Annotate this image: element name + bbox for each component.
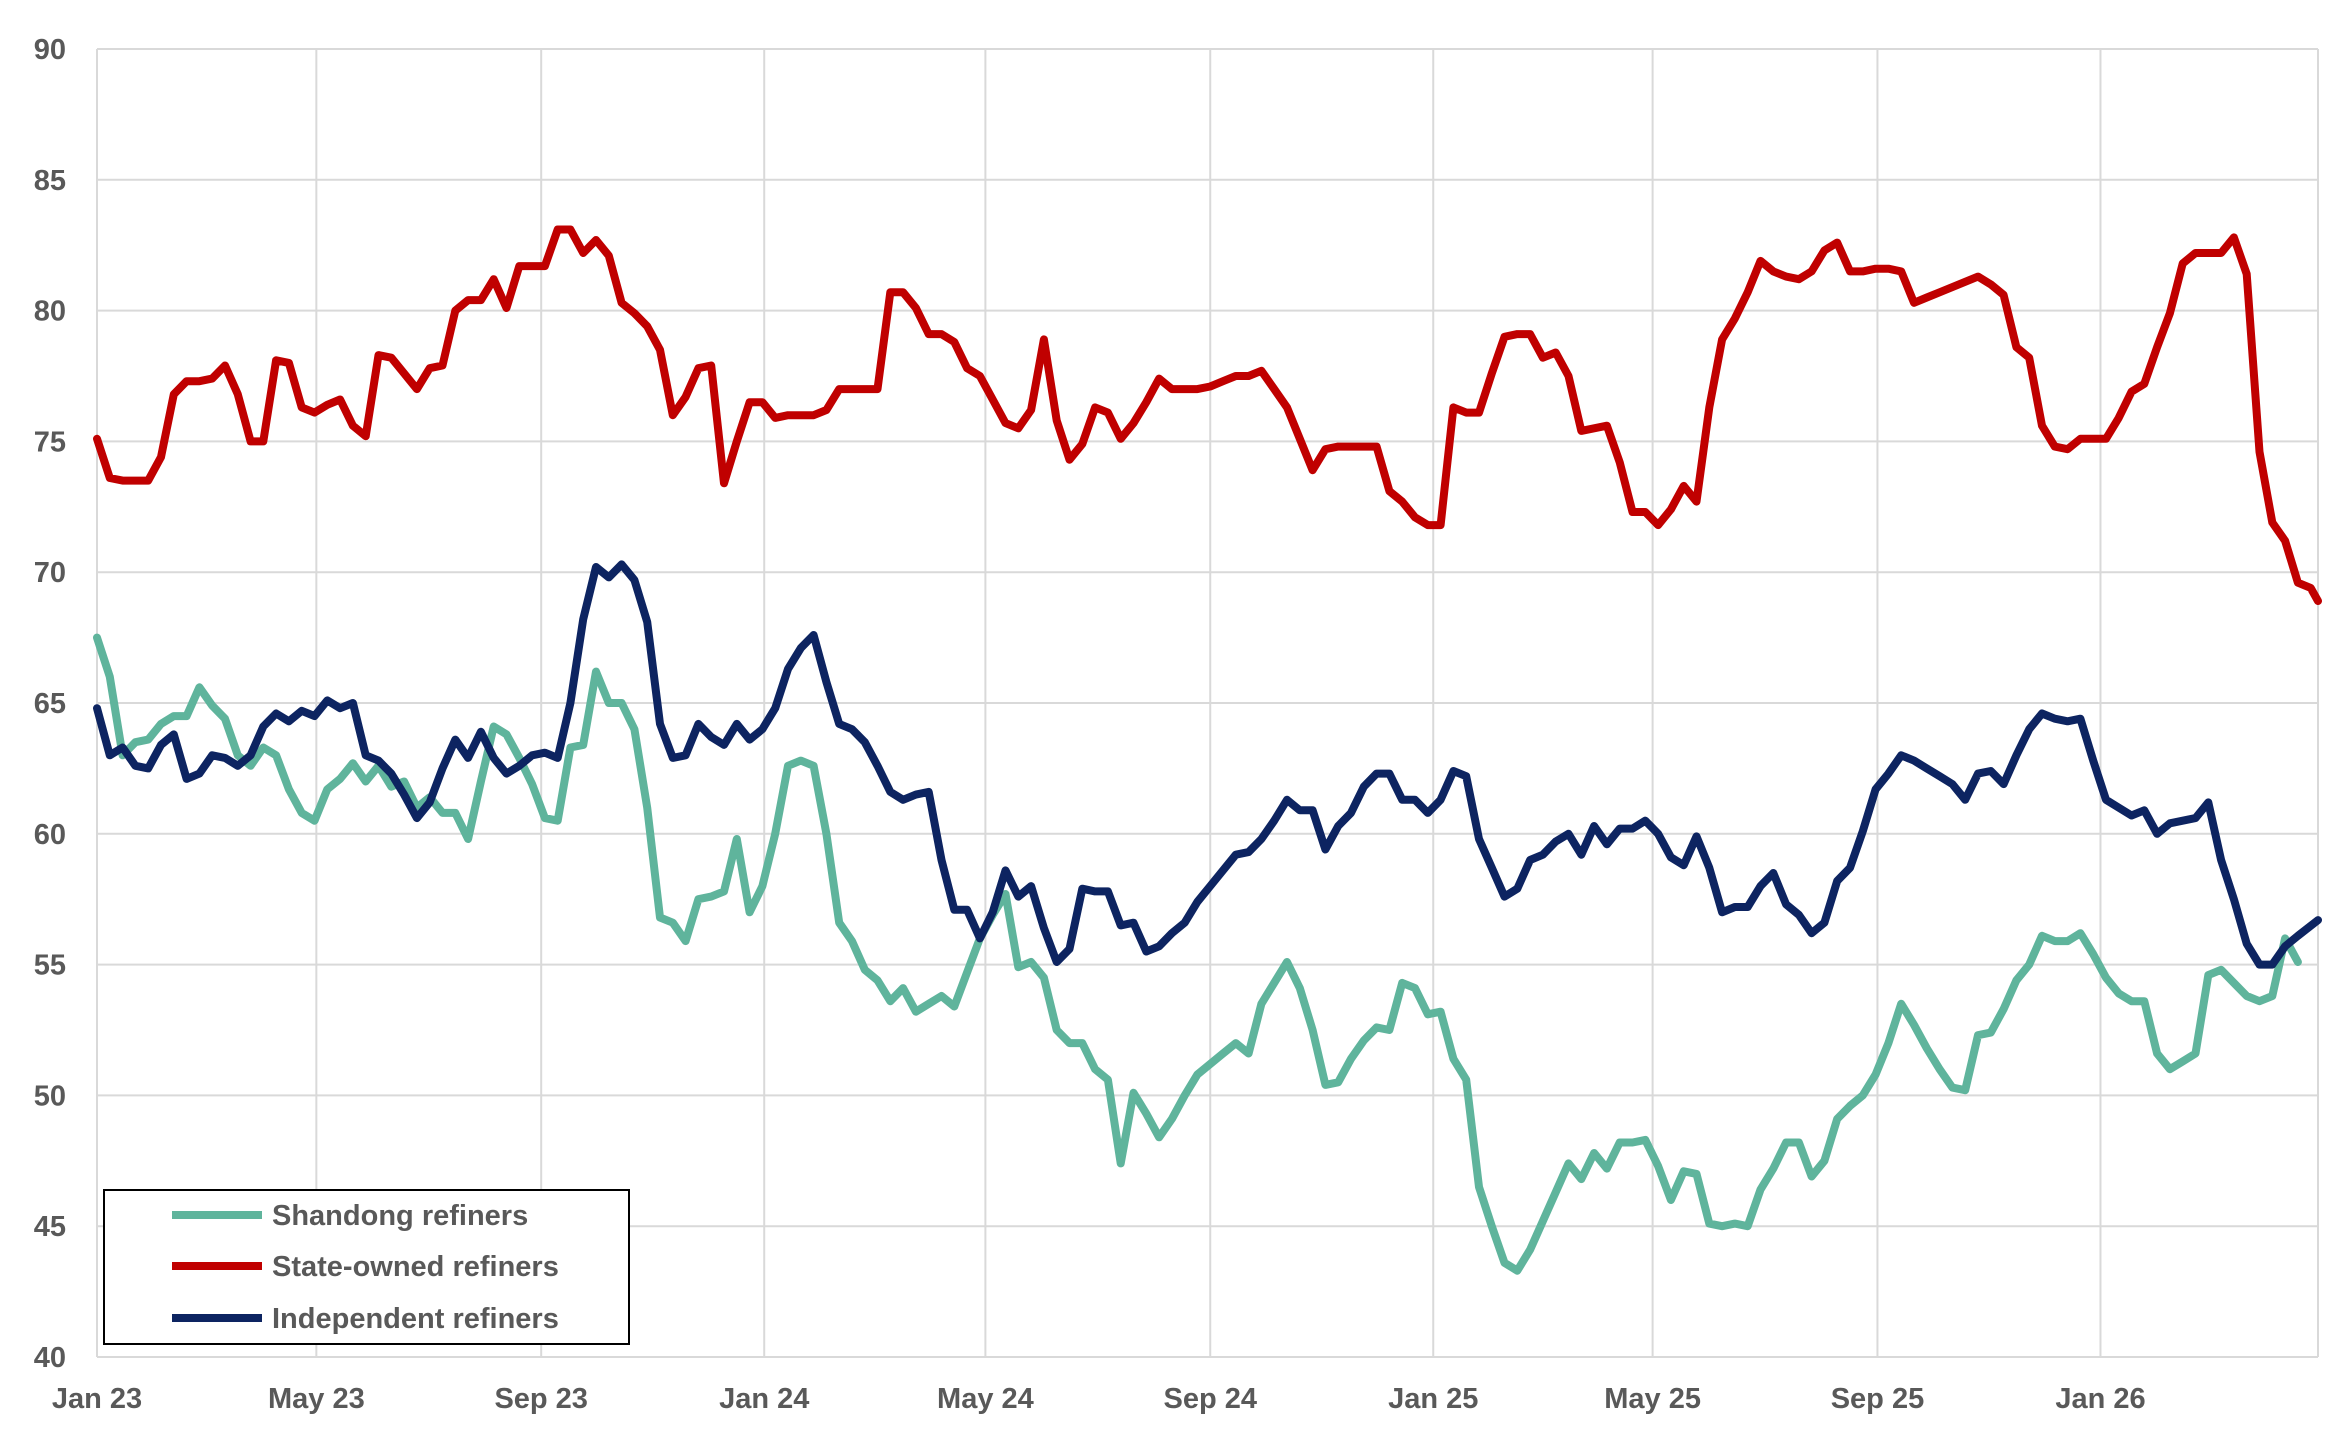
x-tick-label: Sep 24 — [1163, 1383, 1257, 1415]
x-tick-label: Jan 25 — [1388, 1383, 1478, 1415]
x-tick-label: May 25 — [1604, 1383, 1701, 1415]
y-tick-label: 65 — [34, 688, 66, 720]
legend: Shandong refiners State-owned refiners I… — [103, 1189, 630, 1345]
legend-label-shandong: Shandong refiners — [272, 1200, 528, 1232]
x-tick-label: Sep 23 — [494, 1383, 588, 1415]
series-line-independent-refiners — [93, 560, 2322, 969]
y-tick-label: 70 — [34, 557, 66, 589]
y-tick-label: 85 — [34, 165, 66, 197]
x-tick-label: Jan 24 — [719, 1383, 809, 1415]
x-tick-label: May 24 — [937, 1383, 1034, 1415]
y-tick-label: 45 — [34, 1211, 66, 1243]
y-axis-tick-labels: 40 45 50 55 60 65 70 75 80 85 90 — [34, 34, 66, 1374]
series-line-shandong-refiners — [93, 633, 2302, 1275]
x-tick-label: Jan 26 — [2055, 1383, 2145, 1415]
series-line-state-owned-refiners — [93, 225, 2322, 605]
x-tick-label: Jan 23 — [52, 1383, 142, 1415]
series-lines — [93, 225, 2322, 1275]
x-axis-tick-labels: Jan 23 May 23 Sep 23 Jan 24 May 24 Sep 24 Jan … — [52, 1383, 2146, 1415]
y-tick-label: 50 — [34, 1080, 66, 1112]
y-tick-label: 60 — [34, 819, 66, 851]
y-tick-label: 90 — [34, 34, 66, 66]
grid-lines — [96, 48, 2319, 1358]
legend-label-state-owned: State-owned refiners — [272, 1251, 559, 1283]
x-tick-label: May 23 — [268, 1383, 365, 1415]
y-tick-label: 80 — [34, 296, 66, 328]
legend-label-independent: Independent refiners — [272, 1303, 559, 1335]
y-tick-label: 55 — [34, 950, 66, 982]
y-tick-label: 40 — [34, 1342, 66, 1374]
x-tick-label: Sep 25 — [1831, 1383, 1925, 1415]
y-tick-label: 75 — [34, 426, 66, 458]
